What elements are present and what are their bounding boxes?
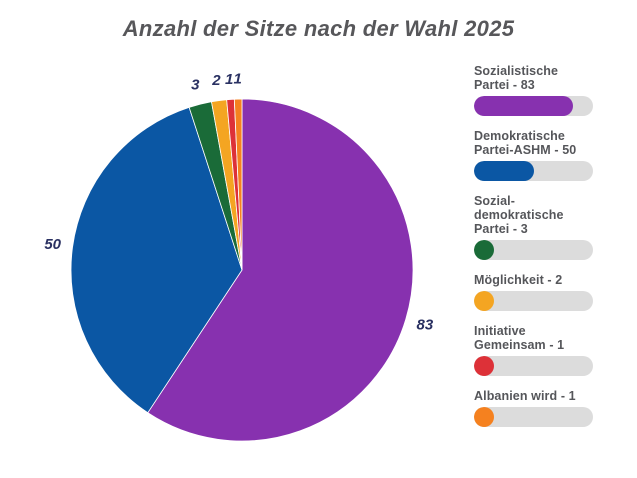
pie-slice-1[interactable] [147, 98, 414, 442]
legend-item-label: Möglichkeit - 2 [474, 273, 563, 287]
legend-bar-track [474, 407, 593, 427]
legend-item-label: Albanien wird - 1 [474, 389, 576, 403]
slice-value-label: 83 [417, 316, 434, 333]
legend-bar-track [474, 291, 593, 311]
slice-value-label: 50 [44, 236, 61, 253]
legend-bar-fill [474, 240, 495, 260]
legend-item-label: Sozialistische Partei - 83 [474, 64, 559, 92]
legend: Sozialistische Partei - 83 Demokratische… [474, 64, 598, 440]
legend-item[interactable]: Albanien wird - 1 [474, 389, 598, 427]
legend-bar-track [474, 161, 593, 181]
legend-bar-fill [474, 161, 534, 181]
chart-title: Anzahl der Sitze nach der Wahl 2025 [122, 16, 515, 41]
legend-bar-track [474, 96, 593, 116]
slice-value-label: 3 [191, 76, 200, 93]
pie-slice-6[interactable] [233, 98, 243, 271]
slice-value-label: 1 [225, 71, 233, 88]
legend-item-label: Demokratische Partei-ASHM - 50 [474, 129, 577, 157]
legend-item[interactable]: Demokratische Partei-ASHM - 50 [474, 129, 598, 181]
legend-bar-fill [474, 96, 573, 116]
legend-bar-fill [474, 407, 495, 427]
legend-bar-fill [474, 291, 495, 311]
legend-bar-track [474, 240, 593, 260]
legend-item[interactable]: Initiative Gemeinsam - 1 [474, 324, 598, 376]
legend-item-label: Sozial- demokratische Partei - 3 [474, 194, 564, 236]
legend-item[interactable]: Sozialistische Partei - 83 [474, 64, 598, 116]
pie-chart: 83 50 3 2 1 1 [44, 71, 434, 442]
slice-value-label: 1 [234, 71, 242, 88]
pie-slice-2[interactable] [70, 106, 243, 414]
legend-item[interactable]: Sozial- demokratische Partei - 3 [474, 194, 598, 260]
legend-item-label: Initiative Gemeinsam - 1 [474, 324, 565, 352]
slice-value-label: 2 [211, 72, 221, 89]
legend-bar-track [474, 356, 593, 376]
legend-bar-fill [474, 356, 495, 376]
legend-item[interactable]: Möglichkeit - 2 [474, 273, 598, 311]
